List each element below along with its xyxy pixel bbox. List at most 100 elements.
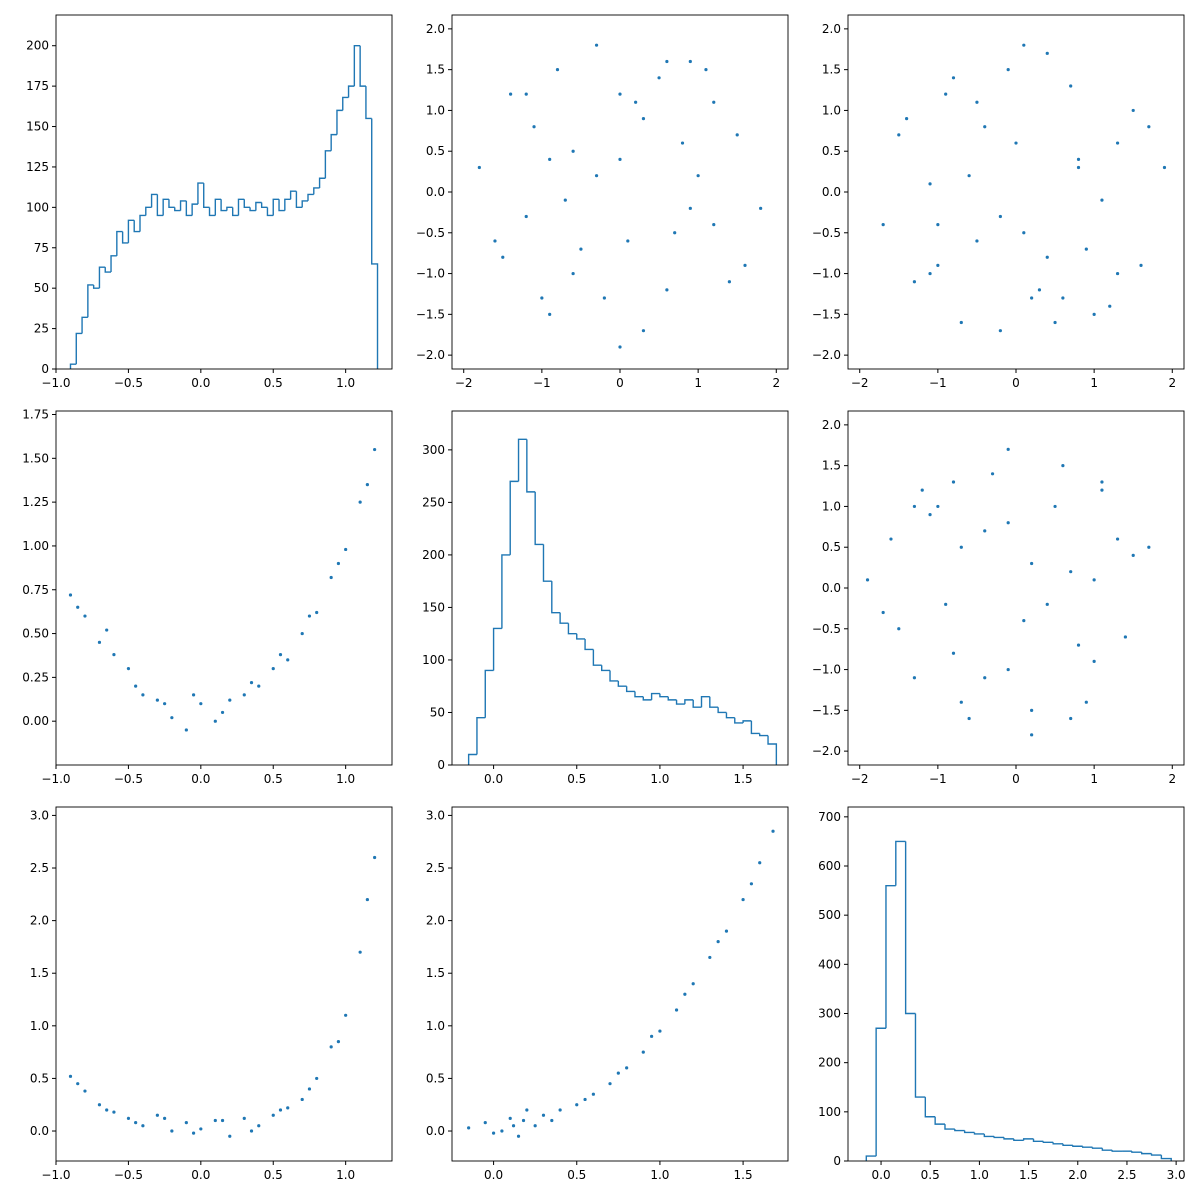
point xyxy=(583,1097,587,1102)
point xyxy=(329,575,333,580)
point xyxy=(897,627,901,631)
point xyxy=(771,829,775,833)
point xyxy=(575,1103,579,1107)
point xyxy=(1131,108,1135,113)
point xyxy=(97,1103,102,1107)
point xyxy=(683,992,687,996)
point xyxy=(928,182,932,186)
point xyxy=(1053,320,1057,325)
point xyxy=(1006,667,1010,672)
point xyxy=(944,602,948,606)
point xyxy=(286,1106,290,1110)
point xyxy=(983,125,987,129)
hist-step xyxy=(659,693,669,698)
point xyxy=(1061,296,1065,300)
point xyxy=(493,239,497,243)
hist-step xyxy=(875,1027,886,1157)
panel: −2 −1 0 1 2 −2.0 −1.5 −1.0 −0.5 0.0 0.5 1.0 1.5 2.0 xyxy=(812,410,1185,786)
point xyxy=(1030,561,1034,566)
point xyxy=(951,651,956,655)
hist-step xyxy=(272,198,280,216)
hist-step xyxy=(156,194,164,217)
point xyxy=(278,652,283,657)
point xyxy=(541,1113,546,1117)
hist-step xyxy=(1072,1145,1083,1147)
point xyxy=(571,149,575,153)
hist-step xyxy=(353,45,361,87)
hist-step xyxy=(526,439,536,493)
hist-step xyxy=(191,203,198,216)
x-tick-label: 1.0 xyxy=(336,376,355,390)
point xyxy=(1147,125,1151,129)
x-tick-label: 0.5 xyxy=(264,1168,283,1182)
y-tick-label: 1.75 xyxy=(22,408,49,422)
y-tick-label: 0.00 xyxy=(22,714,49,728)
point xyxy=(155,1113,159,1117)
point xyxy=(242,693,246,697)
point xyxy=(727,280,731,284)
point xyxy=(1045,602,1049,606)
hist-step xyxy=(484,669,494,718)
point xyxy=(944,92,948,96)
point xyxy=(228,1134,232,1138)
point xyxy=(998,329,1002,333)
x-tick-label: −2 xyxy=(455,376,473,390)
point xyxy=(134,1121,138,1125)
point xyxy=(163,702,167,706)
hist-step xyxy=(924,1097,936,1118)
point xyxy=(112,652,116,657)
hist-step xyxy=(359,45,366,87)
point xyxy=(708,955,712,960)
point xyxy=(889,537,893,541)
point xyxy=(571,271,575,276)
y-tick-label: 1.5 xyxy=(426,63,445,77)
hist-step xyxy=(371,118,379,369)
y-tick-label: 125 xyxy=(26,160,49,174)
hist-step xyxy=(1111,1150,1123,1152)
hist-step xyxy=(231,207,239,217)
point xyxy=(758,861,762,865)
hist-step xyxy=(667,696,677,701)
point xyxy=(249,1129,254,1133)
x-tick-label: 1 xyxy=(694,376,702,390)
point xyxy=(220,710,225,715)
axes-frame xyxy=(847,14,1185,370)
point xyxy=(959,545,963,549)
y-tick-label: −2.0 xyxy=(416,348,445,362)
x-tick-label: 2 xyxy=(1168,376,1176,390)
hist-step xyxy=(197,182,204,205)
y-tick-label: 250 xyxy=(422,495,445,509)
axes-frame xyxy=(55,806,393,1162)
hist-step xyxy=(214,198,222,216)
x-tick-label: 1.0 xyxy=(336,772,355,786)
point xyxy=(501,255,505,259)
x-tick-label: 1.5 xyxy=(734,772,753,786)
point xyxy=(315,1076,319,1081)
y-tick-label: 75 xyxy=(34,241,49,255)
y-tick-label: 0.0 xyxy=(822,581,841,595)
hist-step xyxy=(208,207,216,217)
point xyxy=(634,100,638,104)
point xyxy=(344,1013,348,1017)
point xyxy=(271,1113,275,1117)
axes-frame xyxy=(451,806,789,1162)
hist-step xyxy=(1081,1146,1093,1148)
y-tick-label: 0.0 xyxy=(426,185,445,199)
panel: −2 −1 0 1 2 −2.0 −1.5 −1.0 −0.5 0.0 0.5 1.0 1.5 2.0 xyxy=(812,14,1185,390)
axes-frame xyxy=(451,410,789,766)
point xyxy=(191,1131,196,1135)
hist-step xyxy=(542,544,552,582)
y-tick-label: −1.5 xyxy=(812,703,841,717)
point xyxy=(141,1124,145,1128)
point xyxy=(1030,708,1034,712)
point xyxy=(76,605,80,609)
point xyxy=(743,263,747,268)
y-tick-label: 0.75 xyxy=(22,583,49,597)
panel: −1.0 −0.5 0.0 0.5 1.0 0.0 0.5 1.0 1.5 2.0 2.5 3.0 xyxy=(30,806,393,1182)
y-tick-label: 1.0 xyxy=(426,103,445,117)
hist-step xyxy=(675,699,685,705)
hist-step xyxy=(963,1130,975,1134)
axes-frame xyxy=(847,410,1185,766)
marks xyxy=(68,447,377,732)
point xyxy=(344,547,348,552)
